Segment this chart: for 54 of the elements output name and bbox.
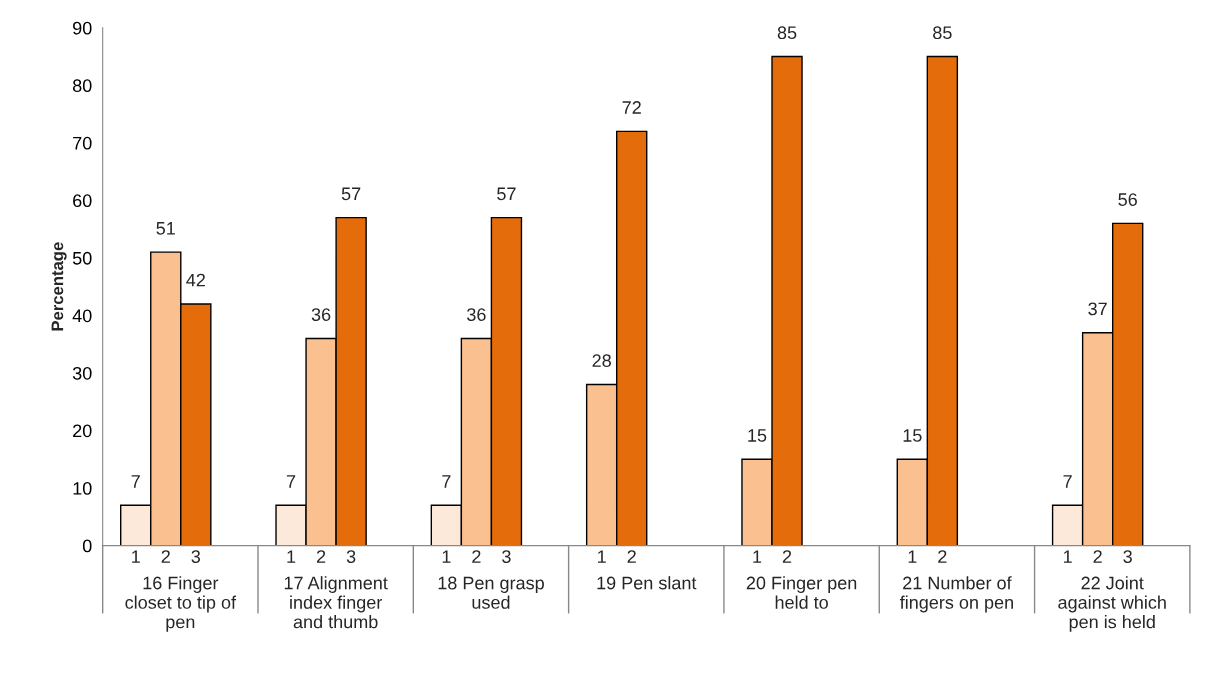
text: 1: [598, 550, 606, 563]
text: 3: [502, 550, 511, 563]
data-label: 28: [592, 354, 611, 368]
text: 2: [1093, 550, 1102, 563]
text: 1: [132, 550, 140, 563]
data-label: 51: [156, 222, 175, 235]
data-label: 85: [777, 26, 797, 40]
x-tick-label: 16 Finger closet to tip of pen: [125, 576, 237, 632]
text: 1: [287, 550, 296, 563]
y-tick-label: 0: [82, 539, 92, 553]
text: 3: [191, 550, 201, 563]
text: 3: [346, 550, 356, 563]
y-tick-label: 20: [73, 424, 92, 438]
data-label: 7: [1063, 475, 1072, 488]
data-label: 7: [286, 475, 296, 488]
data-label: 15: [903, 429, 922, 442]
x-tick-label: 21 Number of fingers on pen: [899, 576, 1013, 613]
data-label: 37: [1088, 302, 1107, 316]
text: 2: [627, 550, 636, 563]
x-tick-label: 22 Joint against which pen is held: [1058, 576, 1166, 632]
data-label: 57: [497, 187, 516, 201]
y-tick-label: 80: [72, 79, 92, 93]
y-tick-label: 60: [73, 194, 92, 208]
data-label: 57: [341, 187, 361, 201]
x-tick-label: 17 Alignment index finger and thumb: [284, 576, 388, 629]
text: 1: [908, 550, 917, 563]
data-label: 42: [186, 273, 205, 287]
text: 2: [472, 550, 481, 563]
y-tick-label: 40: [72, 309, 92, 323]
text: 1: [442, 550, 451, 563]
y-axis-title: Percentage: [51, 242, 67, 331]
text: 2: [316, 550, 326, 563]
data-label: 72: [622, 101, 641, 114]
data-label: 36: [467, 308, 486, 322]
data-label: 7: [131, 475, 140, 488]
x-tick-label: 20 Finger pen held to: [746, 576, 857, 609]
y-tick-label: 90: [73, 21, 92, 35]
text: 2: [782, 550, 792, 563]
text: 2: [161, 550, 170, 563]
text: 1: [1063, 550, 1072, 563]
data-label: 85: [933, 26, 952, 40]
y-tick-label: 30: [72, 366, 92, 380]
x-tick-label: 18 Pen grasp used: [438, 576, 544, 609]
y-tick-label: 50: [72, 251, 92, 265]
data-label: 36: [311, 308, 331, 322]
data-label: 56: [1118, 193, 1137, 206]
text: 1: [753, 550, 762, 563]
x-tick-label: 19 Pen slant: [597, 576, 697, 590]
y-tick-label: 70: [73, 136, 92, 150]
y-tick-label: 10: [73, 481, 92, 495]
text: 3: [1123, 550, 1132, 563]
data-label: 15: [748, 429, 767, 442]
text: 2: [938, 550, 947, 563]
data-label: 7: [442, 475, 451, 488]
